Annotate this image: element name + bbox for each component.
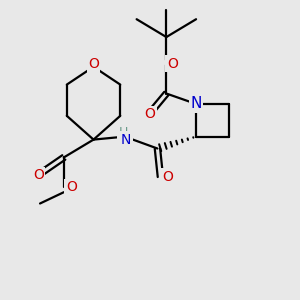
Text: N: N: [121, 133, 131, 147]
Text: O: O: [33, 168, 44, 182]
Text: O: O: [145, 107, 155, 121]
Text: O: O: [66, 180, 77, 194]
Text: N: N: [190, 96, 202, 111]
Text: O: O: [167, 57, 178, 71]
Text: O: O: [88, 57, 99, 71]
Text: O: O: [162, 170, 173, 184]
Text: H: H: [118, 126, 128, 139]
